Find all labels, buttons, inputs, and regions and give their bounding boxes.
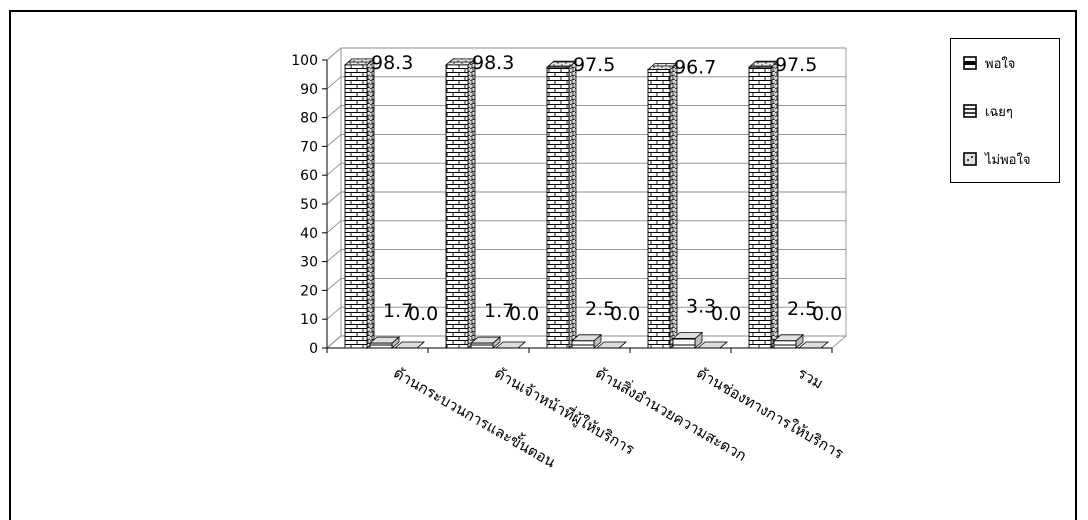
data-label-satisfied: 97.5 [775,54,817,76]
legend-label-dissatisfied: ไม่พอใจ [985,152,1031,168]
bar-side [366,58,375,349]
data-label-neutral: 3.3 [686,295,716,317]
legend-swatch-satisfied [963,56,977,70]
bar-front [445,64,469,349]
bar-satisfied [343,58,376,349]
data-labels: 98.31.70.098.31.70.097.52.50.096.73.30.0… [371,52,842,325]
y-tick-label: 40 [300,226,318,242]
legend-item-neutral: เฉยๆ [963,101,1013,121]
gridline [326,76,846,90]
gridline [326,191,846,205]
y-axis: 0 10 20 30 40 50 60 70 80 90 100 [291,53,328,357]
bar-neutral [469,336,502,349]
data-label-neutral: 2.5 [787,298,817,320]
bar-front [369,342,393,349]
data-label-dissatisfied: 0.0 [509,303,539,325]
gridline [326,277,846,291]
data-label-satisfied: 98.3 [472,52,514,74]
bar-side [770,60,779,349]
bar-top [393,341,426,349]
y-tick-label: 80 [300,111,318,127]
gridlines [326,47,846,349]
bar-neutral [772,333,805,349]
gridline [326,306,846,320]
y-tick-label: 10 [300,312,318,328]
data-label-satisfied: 96.7 [674,57,716,79]
bar-dissatisfied [494,341,527,349]
bar-side [467,58,476,349]
gridline [326,249,846,262]
y-tick-label: 0 [309,341,318,357]
y-tick-label: 60 [300,168,318,184]
y-tick-label: 70 [300,139,318,155]
data-label-dissatisfied: 0.0 [812,303,842,325]
legend-swatch-neutral [963,104,977,118]
legend-item-satisfied: พอใจ [963,53,1015,73]
bar-dissatisfied [696,341,729,349]
floor-right-edge [831,335,847,349]
x-category-label: ด้านกระบวนการและขั้นตอน [391,362,560,471]
bar-satisfied [444,58,477,349]
gridline [326,220,846,234]
legend-swatch-dissatisfied [963,152,977,166]
bar-front [773,340,797,349]
bar-front [672,338,696,349]
legend: พอใจ เฉยๆ ไม่พอใจ [950,38,1060,183]
y-tick-label: 100 [291,53,318,69]
data-label-neutral: 1.7 [484,300,514,322]
chart-frame [9,10,1077,520]
bar-front [470,342,494,349]
gridline [326,162,846,176]
bar-front [647,69,671,349]
data-label-neutral: 1.7 [383,300,413,322]
legend-item-dissatisfied: ไม่พอใจ [963,149,1030,169]
bar-front [748,66,772,349]
gridline [326,105,846,118]
data-label-satisfied: 98.3 [371,52,413,74]
y-tick-label: 30 [300,255,318,271]
gridline [326,133,846,147]
y-tick-label: 90 [300,82,318,98]
bar-top [797,341,830,349]
bar-dissatisfied [595,341,628,349]
bar-neutral [570,333,603,349]
y-tick-label: 20 [300,283,318,299]
bars [343,58,830,349]
legend-label-satisfied: พอใจ [985,56,1016,72]
bar-top [696,341,729,349]
bar-dissatisfied [797,341,830,349]
data-label-dissatisfied: 0.0 [610,303,640,325]
bar-top [494,341,527,349]
data-label-dissatisfied: 0.0 [408,303,438,325]
bar-side [669,62,678,349]
y-tick-label: 50 [300,197,318,213]
bar-satisfied [747,60,780,349]
bar-top [595,341,628,349]
bar-side [568,60,577,349]
bar-satisfied [545,60,578,349]
bar-dissatisfied [393,341,426,349]
data-label-satisfied: 97.5 [573,54,615,76]
x-axis: ด้านกระบวนการและขั้นตอนด้านเจ้าหน้าที่ผู… [326,347,847,471]
x-category-label: รวม [795,364,827,393]
bar-front [546,66,570,349]
bar-neutral [368,336,401,349]
legend-label-neutral: เฉยๆ [985,104,1013,120]
gridline [326,47,846,61]
bar-neutral [671,331,704,349]
bar-front [571,340,595,349]
data-label-neutral: 2.5 [585,298,615,320]
bar-front [344,64,368,349]
data-label-dissatisfied: 0.0 [711,303,741,325]
bar-satisfied [646,62,679,349]
